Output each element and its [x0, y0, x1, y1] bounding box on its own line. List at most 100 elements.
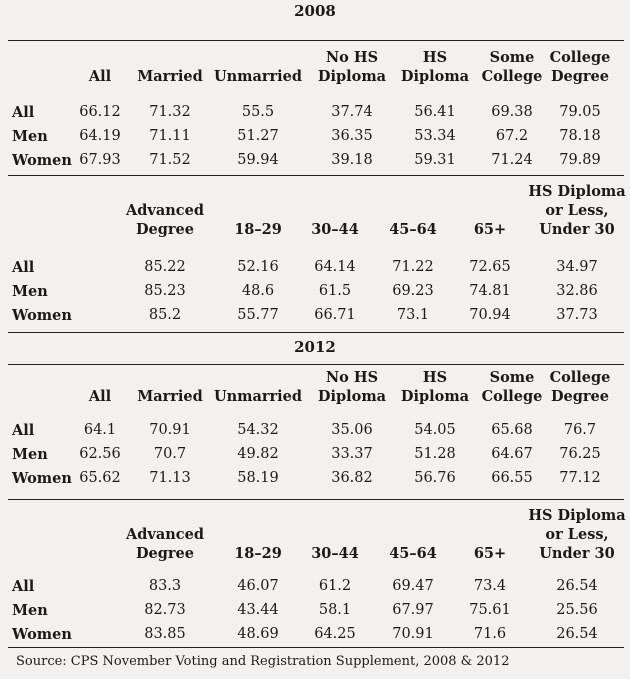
row-label: Men — [12, 128, 48, 145]
table-cell: 73.1 — [396, 307, 430, 323]
table-cell: 35.06 — [331, 422, 373, 438]
table-cell: 52.16 — [237, 259, 279, 275]
table-cell: 67.2 — [495, 128, 529, 144]
row-label: All — [12, 578, 35, 595]
table-cell: 53.34 — [414, 128, 456, 144]
table-cell: 49.82 — [237, 446, 279, 462]
column-header: Under 30 — [539, 221, 615, 238]
column-header: Degree — [550, 388, 610, 405]
table-cell: 26.54 — [556, 626, 598, 642]
column-header: 65+ — [473, 221, 507, 238]
table-rule — [8, 499, 624, 500]
table-cell: 64.67 — [491, 446, 533, 462]
column-header: HS Diploma — [528, 183, 626, 200]
column-header: 45–64 — [389, 545, 437, 562]
column-header: HS — [422, 49, 448, 66]
table-cell: 39.18 — [331, 152, 373, 168]
table-cell: 54.32 — [237, 422, 279, 438]
table-cell: 69.47 — [392, 578, 434, 594]
column-header: Under 30 — [539, 545, 615, 562]
column-header: 65+ — [473, 545, 507, 562]
table-cell: 61.5 — [318, 283, 352, 299]
table-cell: 76.25 — [559, 446, 601, 462]
table-rule — [8, 332, 624, 333]
column-header: 30–44 — [311, 545, 359, 562]
year-heading: 2012 — [294, 338, 336, 356]
column-header: Unmarried — [213, 68, 303, 85]
column-header: No HS — [325, 369, 379, 386]
column-header: All — [88, 388, 112, 405]
column-header: 30–44 — [311, 221, 359, 238]
table-cell: 75.61 — [469, 602, 511, 618]
column-header: Diploma — [400, 68, 470, 85]
table-cell: 64.1 — [83, 422, 117, 438]
table-rule — [8, 175, 624, 176]
table-cell: 36.82 — [331, 470, 373, 486]
row-label: Men — [12, 446, 48, 463]
table-cell: 36.35 — [331, 128, 373, 144]
column-header: 45–64 — [389, 221, 437, 238]
table-cell: 43.44 — [237, 602, 279, 618]
table-cell: 71.32 — [149, 104, 191, 120]
table-cell: 71.24 — [491, 152, 533, 168]
year-heading: 2008 — [294, 2, 336, 20]
column-header: HS — [422, 369, 448, 386]
table-cell: 62.56 — [79, 446, 121, 462]
column-header: or Less, — [545, 526, 609, 543]
column-header: 18–29 — [234, 221, 282, 238]
table-cell: 70.91 — [149, 422, 191, 438]
table-cell: 79.89 — [559, 152, 601, 168]
row-label: All — [12, 104, 35, 121]
column-header: 18–29 — [234, 545, 282, 562]
table-cell: 71.52 — [149, 152, 191, 168]
table-cell: 85.22 — [144, 259, 186, 275]
row-label: Men — [12, 283, 48, 300]
table-cell: 64.14 — [314, 259, 356, 275]
table-cell: 67.97 — [392, 602, 434, 618]
table-cell: 37.73 — [556, 307, 598, 323]
column-header: Married — [137, 68, 203, 85]
table-cell: 78.18 — [559, 128, 601, 144]
table-cell: 55.5 — [241, 104, 275, 120]
table-rule — [8, 647, 624, 648]
table-rule — [8, 40, 624, 41]
column-header: College — [481, 388, 543, 405]
table-cell: 70.94 — [469, 307, 511, 323]
column-header: Advanced — [126, 202, 204, 219]
table-cell: 58.19 — [237, 470, 279, 486]
table-cell: 74.81 — [469, 283, 511, 299]
table-cell: 26.54 — [556, 578, 598, 594]
table-cell: 61.2 — [318, 578, 352, 594]
column-header: Diploma — [317, 388, 387, 405]
column-header: Some — [489, 369, 535, 386]
table-cell: 66.71 — [314, 307, 356, 323]
table-cell: 83.85 — [144, 626, 186, 642]
table-cell: 71.13 — [149, 470, 191, 486]
table-cell: 54.05 — [414, 422, 456, 438]
column-header: Some — [489, 49, 535, 66]
table-cell: 69.38 — [491, 104, 533, 120]
table-cell: 46.07 — [237, 578, 279, 594]
table-cell: 48.69 — [237, 626, 279, 642]
table-cell: 66.55 — [491, 470, 533, 486]
column-header: Married — [137, 388, 203, 405]
column-header: Degree — [135, 221, 195, 238]
table-cell: 70.91 — [392, 626, 434, 642]
column-header: Diploma — [317, 68, 387, 85]
column-header: Diploma — [400, 388, 470, 405]
column-header: College — [549, 369, 611, 386]
table-cell: 64.25 — [314, 626, 356, 642]
row-label: All — [12, 422, 35, 439]
table-cell: 79.05 — [559, 104, 601, 120]
table-cell: 70.7 — [153, 446, 187, 462]
table-cell: 51.28 — [414, 446, 456, 462]
column-header: HS Diploma — [528, 507, 626, 524]
table-cell: 37.74 — [331, 104, 373, 120]
row-label: Women — [12, 307, 72, 324]
table-cell: 65.62 — [79, 470, 121, 486]
table-cell: 59.94 — [237, 152, 279, 168]
table-cell: 58.1 — [318, 602, 352, 618]
column-header: Advanced — [126, 526, 204, 543]
table-cell: 48.6 — [241, 283, 275, 299]
table-cell: 67.93 — [79, 152, 121, 168]
